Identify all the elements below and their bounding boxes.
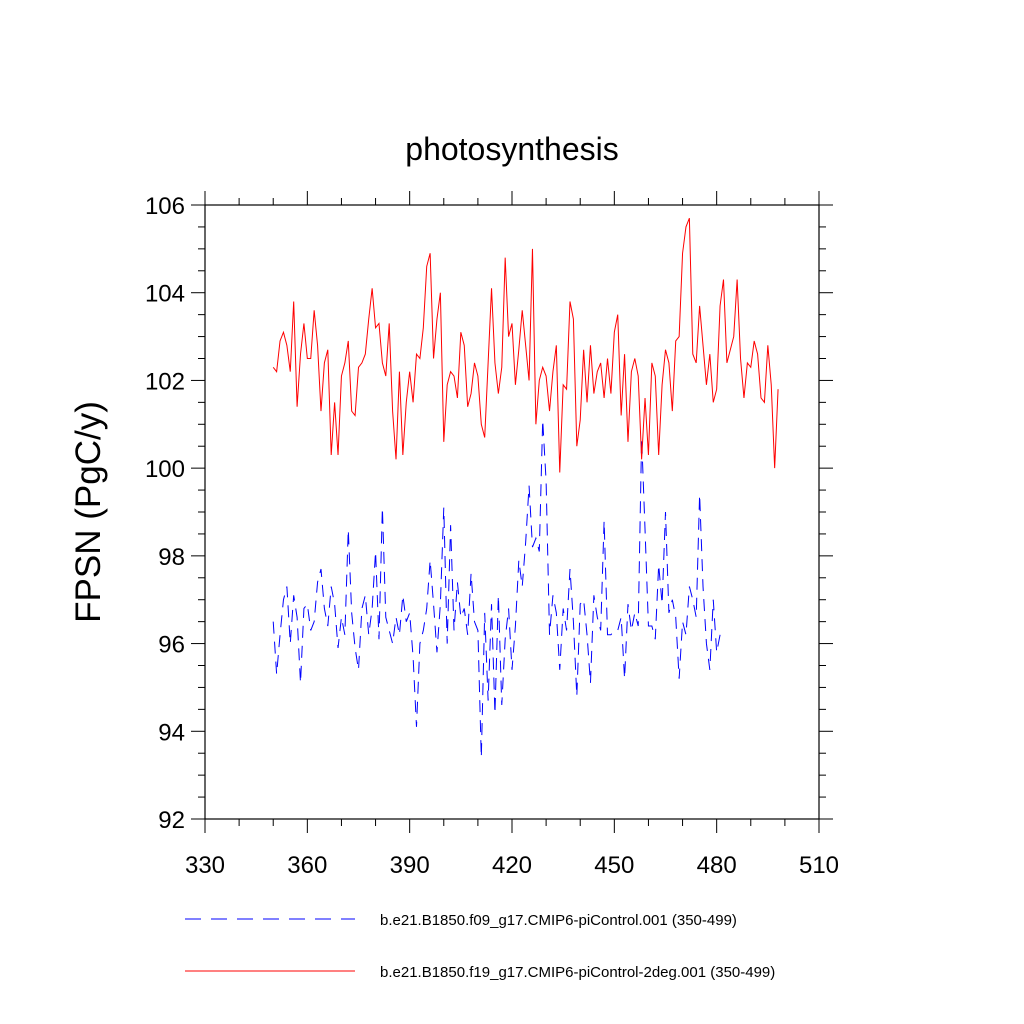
plot-frame — [204, 204, 820, 820]
y-tick-label: 98 — [158, 544, 185, 571]
axis-ticks — [191, 191, 833, 833]
y-tick-label: 106 — [145, 193, 185, 220]
series-lines — [272, 217, 779, 758]
y-tick-label: 96 — [158, 632, 185, 659]
x-tick-label: 330 — [185, 852, 225, 879]
y-tick-labels: 92 94 96 98 100 102 104 106 — [145, 193, 185, 834]
legend: b.e21.B1850.f09_g17.CMIP6-piControl.001 … — [185, 912, 775, 981]
y-tick-label: 100 — [145, 456, 185, 483]
x-tick-labels: 330 360 390 420 450 480 510 — [185, 852, 839, 879]
y-tick-label: 102 — [145, 368, 185, 395]
x-tick-label: 450 — [594, 852, 634, 879]
legend-label-red: b.e21.B1850.f19_g17.CMIP6-piControl-2deg… — [380, 964, 775, 981]
x-tick-label: 360 — [287, 852, 327, 879]
y-axis-label: FPSN (PgC/y) — [69, 401, 108, 623]
series-line-blue — [272, 419, 721, 758]
x-tick-label: 480 — [697, 852, 737, 879]
chart-title: photosynthesis — [405, 131, 618, 167]
x-tick-label: 390 — [390, 852, 430, 879]
x-tick-label: 420 — [492, 852, 532, 879]
y-tick-label: 94 — [158, 719, 185, 746]
legend-label-blue: b.e21.B1850.f09_g17.CMIP6-piControl.001 … — [380, 912, 737, 929]
y-tick-label: 92 — [158, 807, 185, 834]
x-tick-label: 510 — [799, 852, 839, 879]
series-line-red — [272, 217, 779, 473]
y-tick-label: 104 — [145, 281, 185, 308]
